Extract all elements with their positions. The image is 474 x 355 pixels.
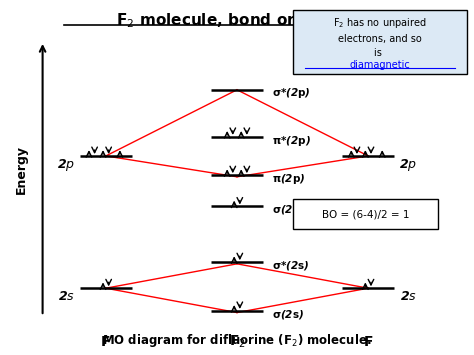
Text: F: F — [364, 335, 373, 349]
Text: F$_2$: F$_2$ — [228, 334, 246, 350]
Text: F: F — [101, 335, 110, 349]
Text: 2$p$: 2$p$ — [399, 157, 417, 173]
Text: $\bf{\sigma}$(2$\bf{p}$): $\bf{\sigma}$(2$\bf{p}$) — [272, 203, 305, 217]
Text: $\bf{\sigma}$*(2$\bf{s}$): $\bf{\sigma}$*(2$\bf{s}$) — [272, 260, 310, 272]
Text: BO = (6-4)/2 = 1: BO = (6-4)/2 = 1 — [322, 209, 410, 219]
Text: F$_2$ has no unpaired
electrons, and so
is: F$_2$ has no unpaired electrons, and so … — [333, 16, 427, 58]
Text: 2$p$: 2$p$ — [57, 157, 75, 173]
Text: $\bf{\sigma}$*(2$\bf{p}$): $\bf{\sigma}$*(2$\bf{p}$) — [272, 86, 311, 100]
FancyBboxPatch shape — [293, 10, 466, 74]
Text: $\bf{\pi}$*(2$\bf{p}$): $\bf{\pi}$*(2$\bf{p}$) — [272, 133, 311, 148]
Text: $\bf{\sigma}$(2$\bf{s}$): $\bf{\sigma}$(2$\bf{s}$) — [272, 308, 304, 321]
FancyBboxPatch shape — [293, 200, 438, 229]
Text: 2$s$: 2$s$ — [57, 290, 74, 304]
Text: 2$s$: 2$s$ — [400, 290, 417, 304]
Text: F$_2$ molecule, bond order = 1: F$_2$ molecule, bond order = 1 — [116, 11, 358, 30]
Text: $\bf{\pi}$(2$\bf{p}$): $\bf{\pi}$(2$\bf{p}$) — [272, 172, 306, 186]
Text: diamagnetic: diamagnetic — [349, 60, 410, 70]
Text: Energy: Energy — [15, 145, 28, 194]
Text: MO diagram for difluorine (F$_2$) molecule.: MO diagram for difluorine (F$_2$) molecu… — [102, 332, 372, 349]
